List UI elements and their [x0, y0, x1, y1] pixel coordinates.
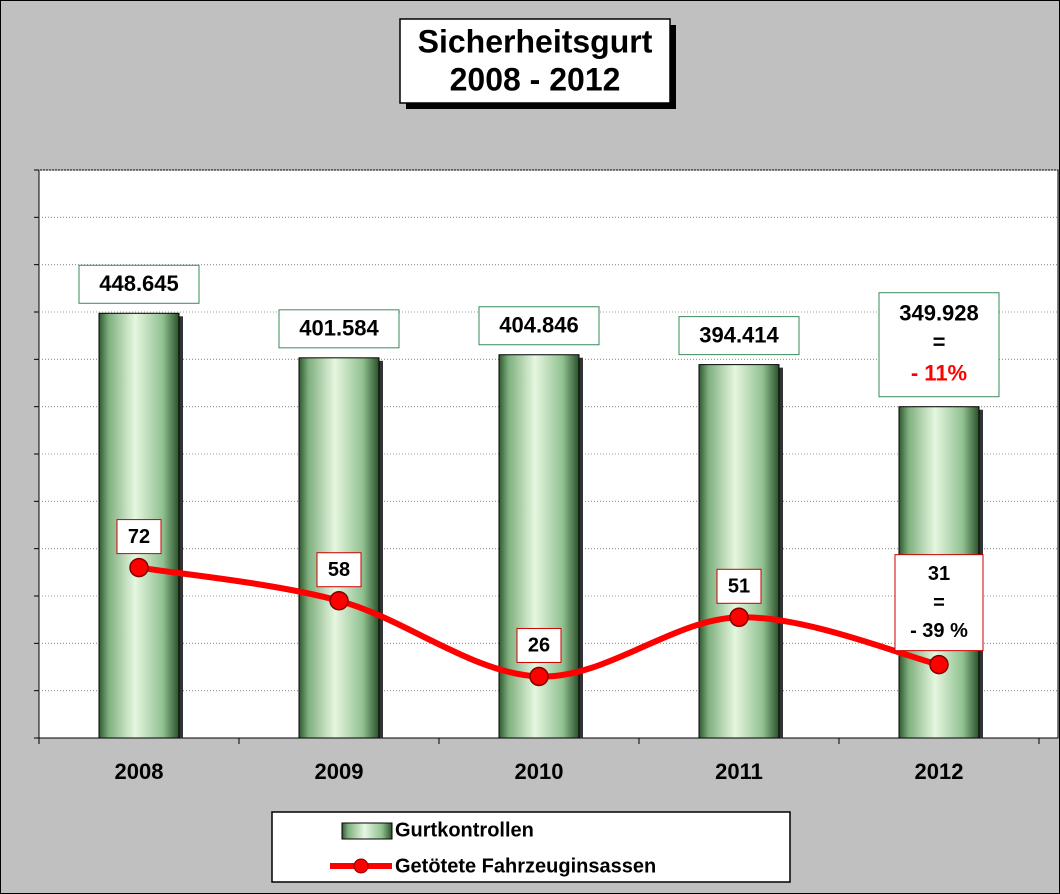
- value-label: 31: [928, 563, 950, 585]
- line-point: [329, 590, 349, 611]
- value-label: 401.584: [299, 316, 379, 341]
- x-tick-label: 2012: [915, 759, 964, 784]
- value-label-box: [116, 519, 162, 555]
- value-label-box: [478, 306, 600, 346]
- x-tick-label: 2009: [315, 759, 364, 784]
- value-label-box: [878, 292, 1000, 398]
- line-point: [729, 607, 749, 628]
- value-label: 349.928: [899, 301, 979, 326]
- chart-subtitle: 2008 - 2012: [450, 61, 621, 97]
- value-label-box: [894, 554, 984, 652]
- annotation: - 39 %: [910, 620, 968, 642]
- value-label: 72: [128, 526, 150, 548]
- bar: [298, 357, 380, 739]
- value-label: 394.414: [699, 322, 779, 347]
- chart-title: Sicherheitsgurt: [418, 23, 653, 59]
- line-point: [529, 666, 549, 687]
- legend-label: Gurtkontrollen: [395, 819, 534, 841]
- value-label-box: [678, 316, 800, 356]
- annotation: =: [933, 330, 946, 355]
- value-label: 51: [728, 576, 750, 598]
- annotation: =: [933, 592, 945, 614]
- annotation: - 11%: [911, 361, 967, 386]
- value-label: 26: [528, 635, 550, 657]
- legend-swatch-bar: [341, 822, 393, 840]
- x-tick-label: 2010: [515, 759, 564, 784]
- legend-label: Getötete Fahrzeuginsassen: [395, 855, 656, 877]
- value-label: 448.645: [99, 271, 179, 296]
- value-label-box: [78, 264, 200, 304]
- bar: [698, 364, 780, 739]
- line-point: [929, 654, 949, 675]
- value-label-box: [316, 552, 362, 588]
- x-tick-label: 2008: [115, 759, 164, 784]
- title-box: [399, 18, 671, 104]
- line-point: [129, 557, 149, 578]
- value-label-box: [278, 309, 400, 349]
- value-label-box: [716, 568, 762, 604]
- legend-swatch-dot: [353, 858, 369, 874]
- x-tick-label: 2011: [715, 759, 763, 784]
- value-label-box: [516, 627, 562, 663]
- value-label: 58: [328, 559, 350, 581]
- value-label: 404.846: [499, 313, 579, 338]
